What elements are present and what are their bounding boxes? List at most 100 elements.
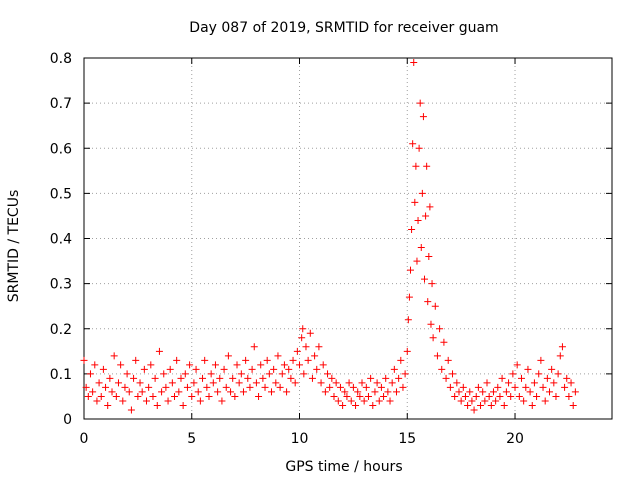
data-point [500,401,508,409]
data-point [207,370,215,378]
data-point [261,383,269,391]
data-point [502,388,510,396]
data-point [330,392,338,400]
data-point [530,379,538,387]
data-point [140,365,148,373]
data-point [341,388,349,396]
data-point [405,293,413,301]
data-point [127,406,135,414]
data-point [289,356,297,364]
data-point [291,379,299,387]
data-point [345,379,353,387]
data-point [373,379,381,387]
data-point [392,388,400,396]
data-point [278,370,286,378]
data-point [449,370,457,378]
data-point [328,374,336,382]
data-point [416,99,424,107]
data-point [464,401,472,409]
data-point [265,370,273,378]
data-point [86,370,94,378]
data-point [477,401,485,409]
y-tick-label: 0.4 [50,232,72,248]
data-point [125,388,133,396]
data-point [417,244,425,252]
data-point [388,379,396,387]
data-point [408,225,416,233]
data-point [436,325,444,333]
data-point [181,370,189,378]
data-point [216,374,224,382]
data-point [427,320,435,328]
data-point [173,356,181,364]
data-point [442,374,450,382]
data-point [121,383,129,391]
data-point [244,374,252,382]
data-point [95,379,103,387]
data-point [326,383,334,391]
data-point [349,383,357,391]
y-tick-label: 0.2 [50,322,72,338]
data-point [561,383,569,391]
data-point [164,397,172,405]
data-point [255,392,263,400]
data-point [431,302,439,310]
data-point [130,374,138,382]
data-point [438,365,446,373]
data-point [524,365,532,373]
data-point [565,392,573,400]
data-point [515,392,523,400]
x-tick-label: 20 [506,431,524,447]
x-tick-label: 15 [398,431,416,447]
data-point [235,379,243,387]
data-point [444,356,452,364]
data-point [196,397,204,405]
data-point [505,379,513,387]
data-point [160,370,168,378]
data-point [386,397,394,405]
data-point [440,338,448,346]
data-point [218,397,226,405]
data-point [162,383,170,391]
data-point [205,392,213,400]
data-point [166,365,174,373]
data-point [211,361,219,369]
data-point [461,392,469,400]
data-point [158,388,166,396]
data-point [554,370,562,378]
data-point [177,374,185,382]
data-point [507,392,515,400]
data-point [257,361,265,369]
data-point [369,401,377,409]
data-point [537,356,545,364]
data-point [334,397,342,405]
data-point [552,392,560,400]
data-point [509,370,517,378]
data-point [533,392,541,400]
data-point [224,352,232,360]
data-point [237,370,245,378]
tick-labels: 0 5 10 15 20 0 0.1 0.2 0.3 0.4 0.5 0.6 0.7 0.8 [50,51,524,447]
data-point [151,374,159,382]
data-point [474,383,482,391]
data-point [315,343,323,351]
data-point [188,392,196,400]
data-point [419,113,427,121]
data-point [492,397,500,405]
data-point [498,374,506,382]
data-point [343,392,351,400]
data-point [186,361,194,369]
data-point [429,334,437,342]
data-point [455,388,463,396]
data-point [483,379,491,387]
data-point [132,356,140,364]
data-point [298,334,306,342]
data-point [214,388,222,396]
data-point [332,379,340,387]
data-point [539,383,547,391]
data-point [317,379,325,387]
data-point [472,392,480,400]
data-point [428,280,436,288]
data-point [145,383,153,391]
data-point [426,203,434,211]
